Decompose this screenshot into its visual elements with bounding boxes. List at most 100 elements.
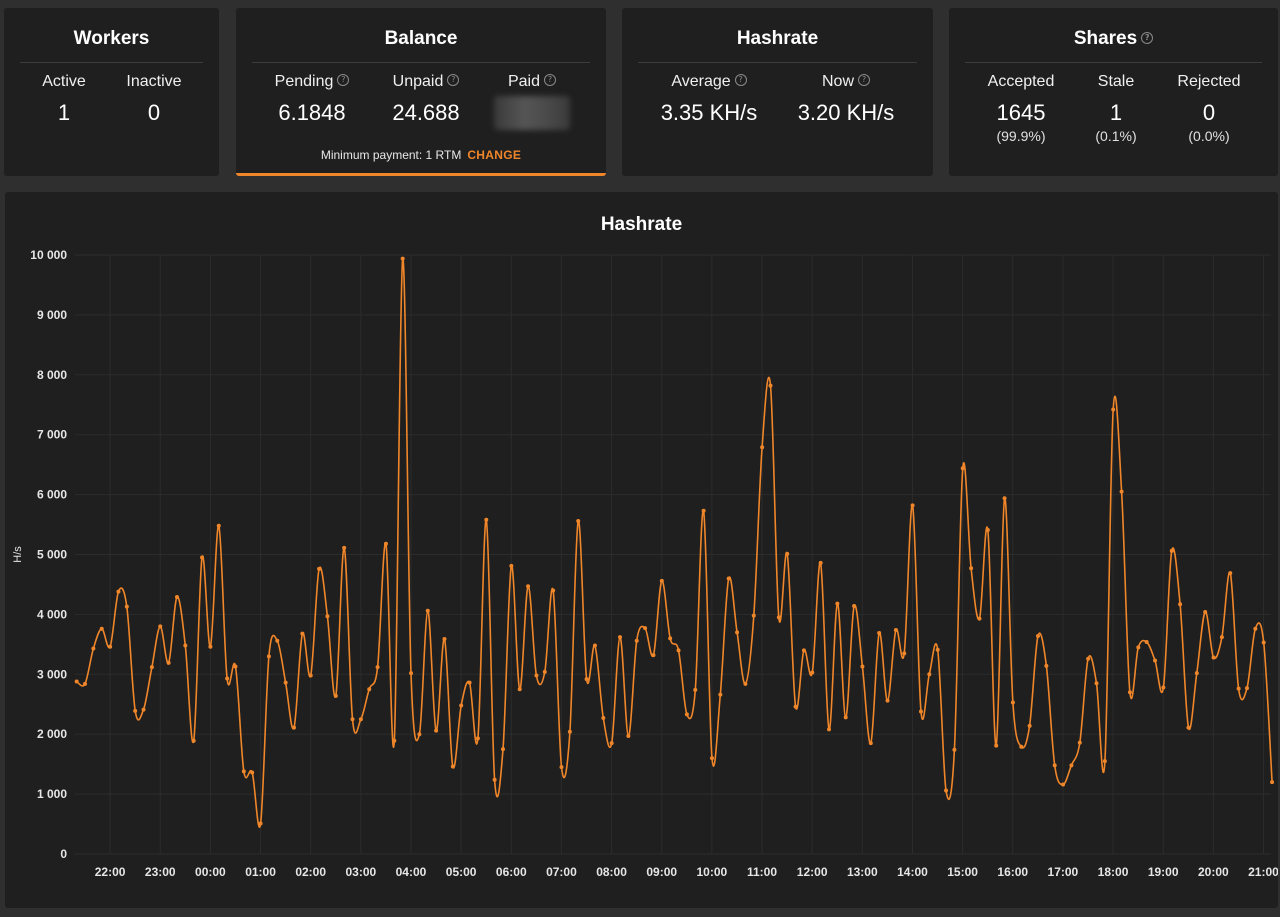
rejected-value: 0 [1202,100,1216,125]
data-point [768,383,773,388]
now-value: 3.20 KH/s [797,100,895,125]
data-point [141,707,146,712]
unpaid-value: 24.688 [392,100,460,125]
data-point [751,613,756,618]
stale-label: Stale [1097,73,1135,90]
data-point [91,646,96,651]
accepted-stat: Accepted 1645 (99.9%) [956,72,1086,144]
data-point [317,566,322,571]
card-divider [638,62,917,63]
y-tick-label: 1 000 [37,787,67,801]
data-point [275,638,280,643]
help-icon[interactable]: ? [858,74,870,86]
x-tick-label: 05:00 [446,865,477,879]
data-point [367,687,372,692]
x-tick-label: 00:00 [195,865,226,879]
data-point [375,665,380,670]
data-point [693,687,698,692]
data-point [358,717,363,722]
x-tick-label: 17:00 [1048,865,1079,879]
x-tick-label: 16:00 [997,865,1028,879]
data-point [174,595,179,600]
card-divider [252,62,590,63]
change-button[interactable]: CHANGE [467,148,522,162]
data-point [308,673,313,678]
data-point [534,673,539,678]
data-point [634,638,639,643]
hashrate-chart[interactable]: 0 1 000 2 000 3 000 4 000 5 000 6 000 7 000 8 00… [5,192,1278,908]
data-point [442,636,447,641]
help-icon[interactable]: ? [544,74,557,86]
data-point [877,630,882,635]
data-point [1086,656,1091,661]
y-tick-label: 10 000 [30,248,67,262]
data-point [292,725,297,730]
data-point [1035,633,1040,638]
data-point [1077,740,1082,745]
data-point [618,635,623,640]
hashrate-card: Hashrate Average? 3.35 KH/s Now? 3.20 KH… [622,8,933,176]
data-point [977,616,982,621]
data-point [475,736,480,741]
data-point [1228,571,1233,576]
data-point [350,717,355,722]
data-point [1211,655,1216,660]
data-point [1119,489,1124,494]
data-point [676,648,681,653]
x-tick-label: 04:00 [396,865,427,879]
data-point [1270,780,1275,785]
help-icon[interactable]: ? [734,74,747,86]
data-point [810,670,815,675]
data-point [1194,671,1199,676]
inactive-label: Inactive [126,73,182,90]
workers-card: Workers Active 1 Inactive 0 [4,8,219,176]
data-point [835,601,840,606]
data-point [434,728,439,733]
data-point [241,769,246,774]
x-tick-label: 11:00 [747,865,777,879]
data-point [1069,763,1074,768]
data-point [1253,626,1258,631]
data-point [467,680,472,685]
accepted-percent: (99.9%) [996,128,1046,144]
card-divider [965,62,1262,63]
data-point [1244,686,1249,691]
data-point [1186,725,1191,730]
data-point [1019,744,1024,749]
data-point [1094,681,1099,686]
data-point [944,788,949,793]
help-icon[interactable]: ? [337,74,350,86]
data-point [659,578,664,583]
data-point [1010,700,1015,705]
data-point [99,626,104,631]
y-tick-label: 0 [60,847,67,861]
data-point [333,693,338,698]
data-point [300,631,305,636]
data-point [567,729,572,734]
data-point [1052,763,1057,768]
y-tick-label: 4 000 [37,607,67,621]
data-point [225,676,230,681]
hashrate-series-line [76,257,1273,828]
x-tick-label: 14:00 [897,865,928,879]
data-point [952,747,957,752]
rejected-percent: (0.0%) [1188,128,1230,144]
data-point [584,677,589,682]
data-point [902,651,907,656]
data-point [551,588,556,593]
help-icon[interactable]: ? [1141,32,1154,44]
data-point [509,563,514,568]
help-icon[interactable]: ? [447,74,460,86]
data-point [250,770,255,775]
x-tick-label: 08:00 [596,865,627,879]
y-tick-label: 5 000 [37,548,67,562]
data-point [1111,407,1116,412]
data-point [651,653,656,658]
data-point [492,777,497,782]
now-label: Now [821,73,854,90]
data-point [785,551,790,556]
data-point [868,741,873,746]
active-value: 1 [57,100,71,125]
x-tick-label: 23:00 [145,865,176,879]
data-point [500,747,505,752]
